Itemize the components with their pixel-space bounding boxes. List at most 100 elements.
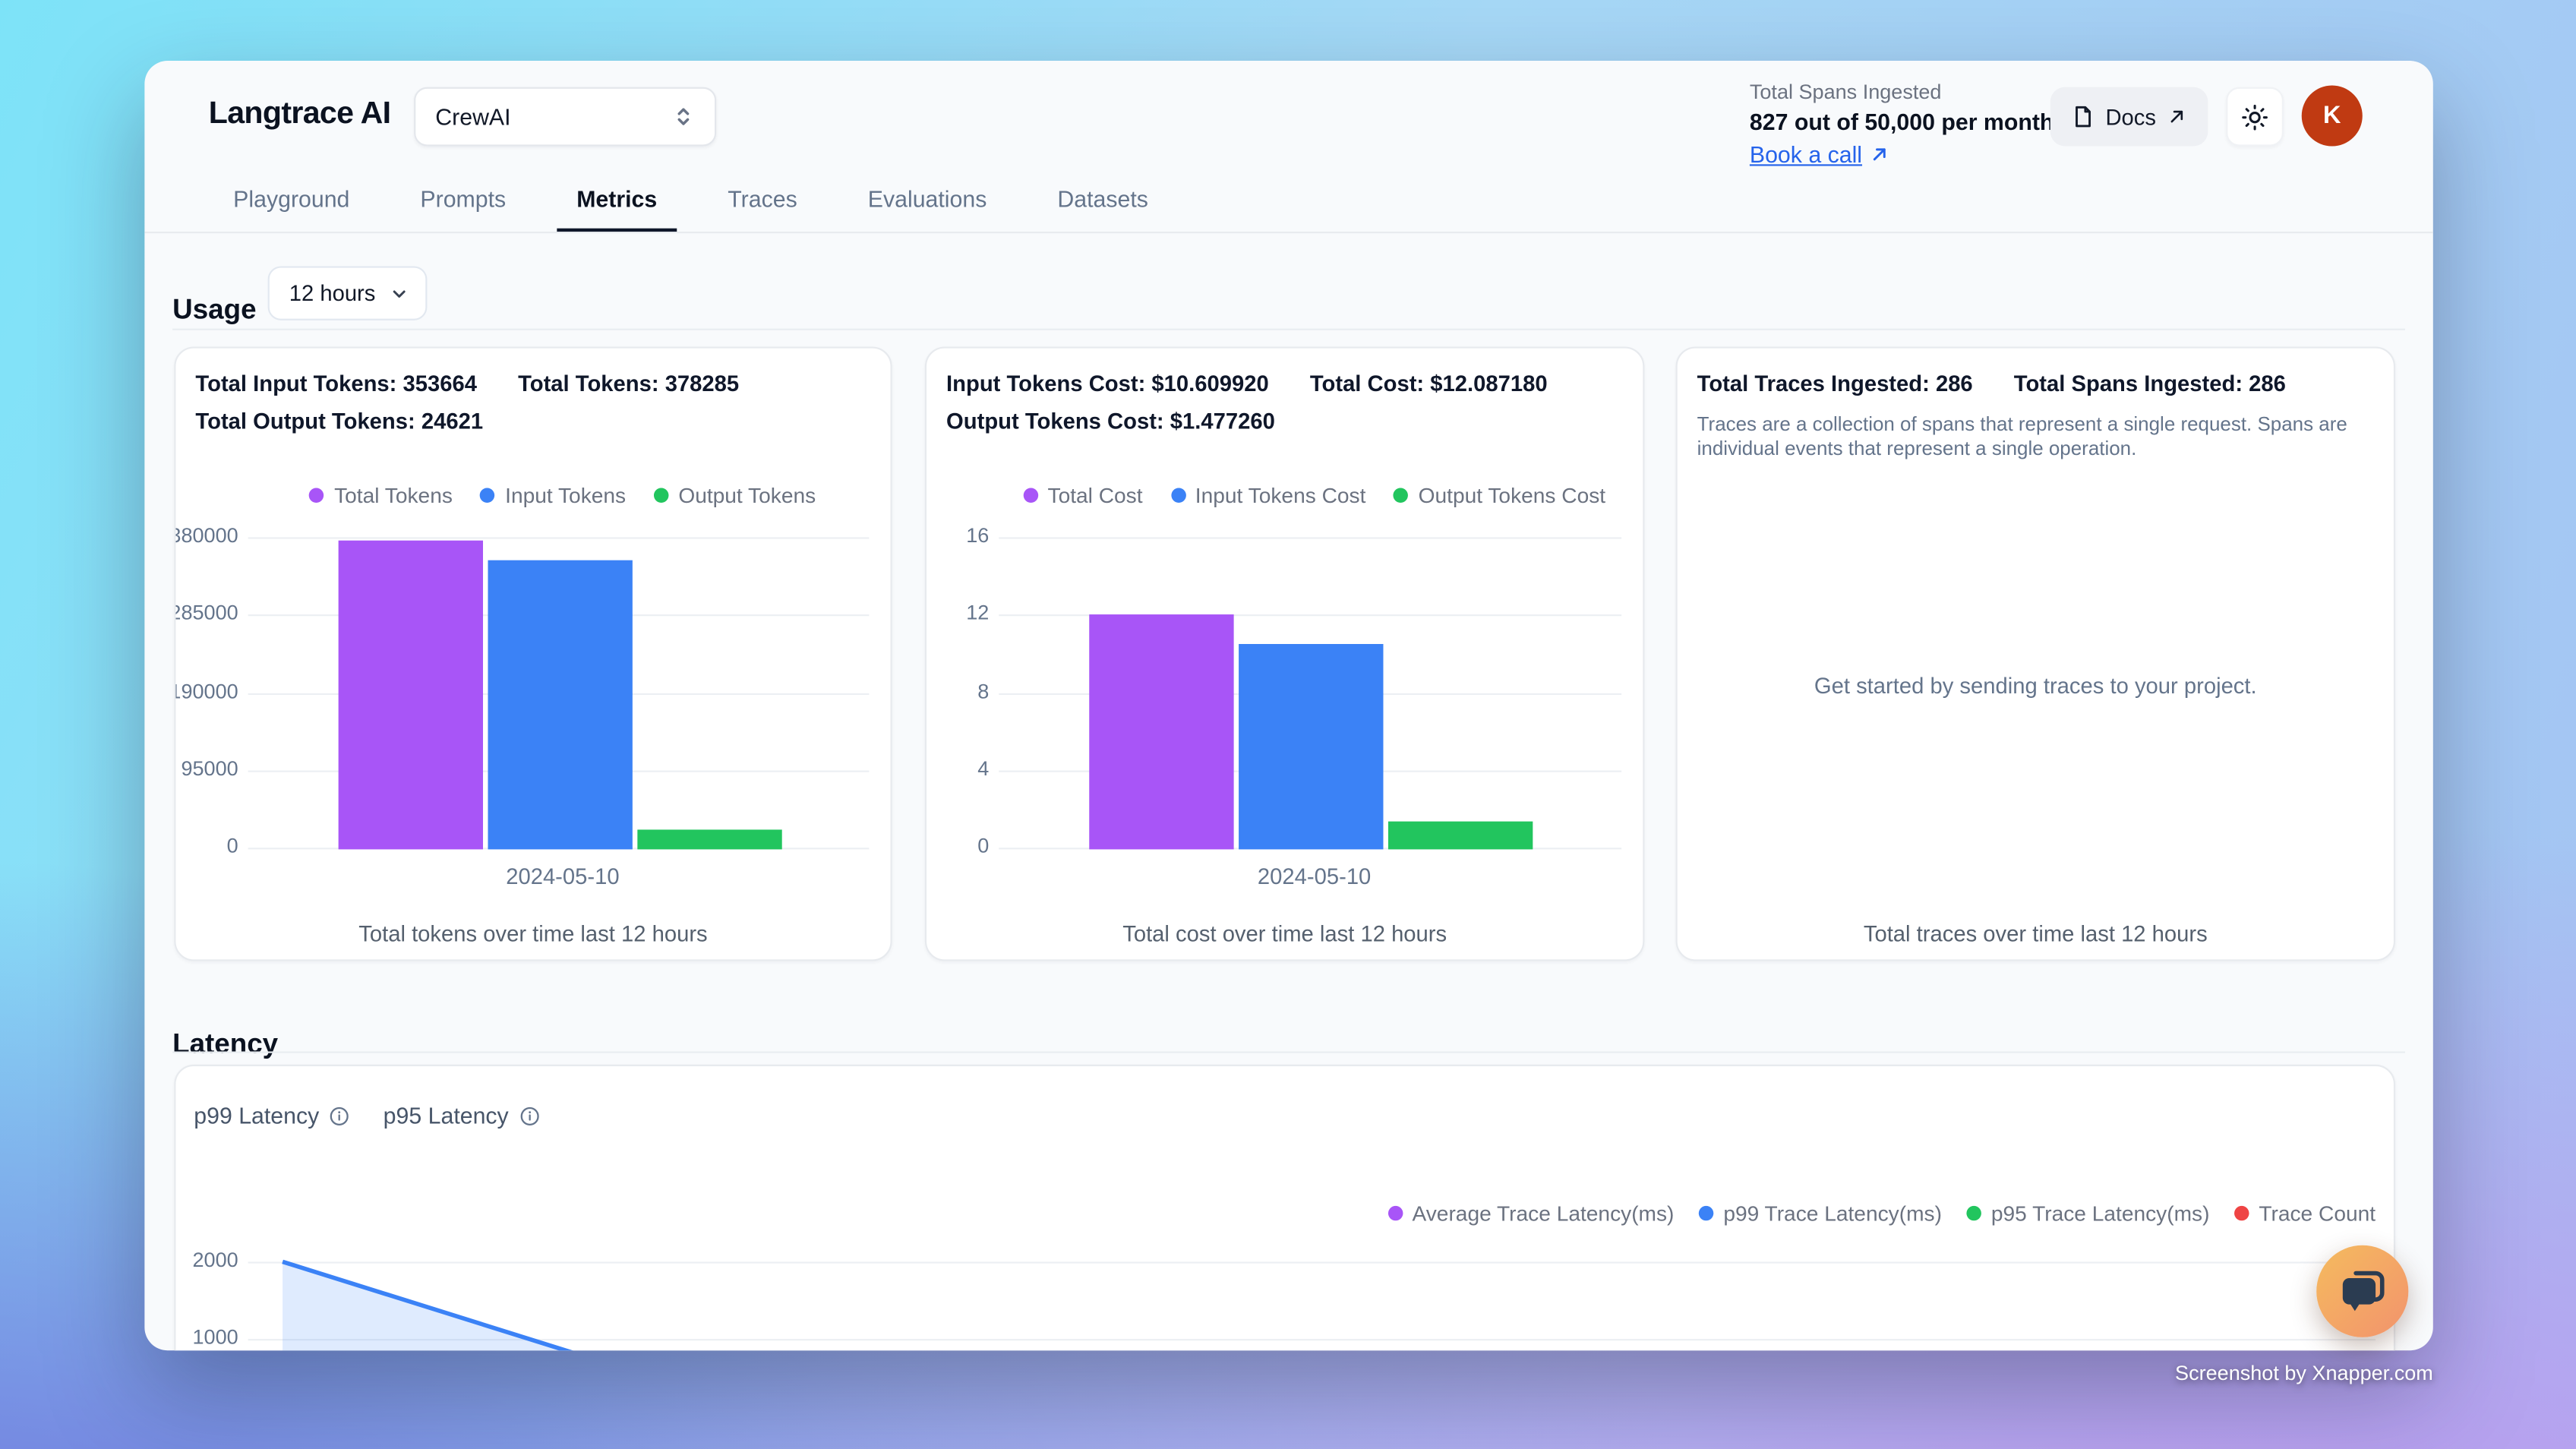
project-selector-value: CrewAI <box>435 103 511 130</box>
legend-dot-icon <box>1394 488 1409 503</box>
usage-section-title: Usage <box>172 294 257 326</box>
docs-button-label: Docs <box>2105 104 2157 129</box>
theme-toggle-button[interactable] <box>2226 87 2284 147</box>
legend-dot-icon <box>1966 1205 1981 1221</box>
cost-x-axis-label: 2024-05-10 <box>1257 863 1372 889</box>
legend-item: p99 Trace Latency(ms) <box>1698 1201 1942 1226</box>
book-a-call-link[interactable]: Book a call <box>1750 139 1890 170</box>
app-logo: Langtrace AI <box>208 96 391 132</box>
time-range-value: 12 hours <box>289 280 376 306</box>
stat-item: Total Tokens: 378285 <box>518 371 740 396</box>
bar-input-tokens <box>488 560 633 850</box>
cost-chart-caption: Total cost over time last 12 hours <box>1122 921 1447 947</box>
y-tick-label: 2000 <box>192 1249 238 1272</box>
legend-dot-icon <box>1698 1205 1714 1221</box>
legend-dot-icon <box>653 488 669 503</box>
latency-section-title: Latency <box>172 1028 279 1060</box>
cost-card: Input Tokens Cost: $10.609920 Total Cost:… <box>924 346 1645 961</box>
legend-item: Output Tokens Cost <box>1394 483 1605 507</box>
tokens-x-axis-label: 2024-05-10 <box>506 863 620 889</box>
tokens-card: Total Input Tokens: 353664 Total Tokens: … <box>174 346 892 961</box>
legend-dot-icon <box>1023 488 1038 503</box>
chat-bubbles-icon <box>2338 1267 2387 1316</box>
y-tick-label: 285000 <box>174 601 238 625</box>
legend-item: Total Cost <box>1023 483 1143 507</box>
stat-item: Total Spans Ingested: 286 <box>2013 371 2286 396</box>
bar-total-tokens <box>338 540 483 850</box>
legend-item: Trace Count <box>2233 1201 2376 1226</box>
tab-p95-latency[interactable]: p95 Latency <box>384 1103 540 1129</box>
tab-playground[interactable]: Playground <box>213 169 369 232</box>
tab-metrics[interactable]: Metrics <box>557 169 677 232</box>
y-tick-label: 0 <box>226 834 238 858</box>
stat-item: Input Tokens Cost: $10.609920 <box>946 371 1269 396</box>
legend-item: Input Tokens Cost <box>1170 483 1365 507</box>
tab-traces[interactable]: Traces <box>708 169 816 232</box>
traces-empty-state: Get started by sending traces to your pr… <box>1697 469 2374 902</box>
time-range-selector[interactable]: 12 hours <box>267 266 427 320</box>
y-tick-label: 190000 <box>174 679 238 702</box>
cost-bar-chart: 0 4 8 12 16 <box>966 524 1622 857</box>
bar-input-tokens-cost <box>1239 643 1384 850</box>
latency-metric-tabs: p99 Latency p95 Latency <box>194 1103 540 1129</box>
legend-dot-icon <box>2233 1205 2249 1221</box>
y-tick-label: 4 <box>977 756 990 781</box>
watermark: Screenshot by Xnapper.com <box>2175 1362 2433 1385</box>
tab-prompts[interactable]: Prompts <box>400 169 526 232</box>
tab-evaluations[interactable]: Evaluations <box>848 169 1007 232</box>
legend-item: p95 Trace Latency(ms) <box>1966 1201 2209 1226</box>
stat-item: Total Input Tokens: 353664 <box>195 371 477 396</box>
tokens-stats-row1: Total Input Tokens: 353664 Total Tokens: … <box>195 371 739 396</box>
tokens-chart-caption: Total tokens over time last 12 hours <box>358 921 708 947</box>
chevron-up-down-icon <box>672 105 695 128</box>
tokens-chart-legend: Total Tokens Input Tokens Output Tokens <box>256 483 869 507</box>
tokens-bar-chart: 0 95000 190000 285000 380000 <box>175 524 870 857</box>
legend-dot-icon <box>309 488 325 503</box>
traces-chart-caption: Total traces over time last 12 hours <box>1863 921 2208 947</box>
spans-ingested-label: Total Spans Ingested <box>1749 80 1942 104</box>
legend-dot-icon <box>1170 488 1185 503</box>
legend-item: Input Tokens <box>480 483 626 507</box>
tab-p99-latency[interactable]: p99 Latency <box>194 1103 350 1129</box>
stat-item: Output Tokens Cost: $1.477260 <box>946 409 1275 434</box>
traces-stats-row1: Total Traces Ingested: 286 Total Spans In… <box>1697 371 2286 396</box>
stat-item: Total Output Tokens: 24621 <box>195 409 484 434</box>
y-tick-label: 8 <box>977 679 990 702</box>
tab-datasets[interactable]: Datasets <box>1037 169 1167 232</box>
traces-description: Traces are a collection of spans that re… <box>1697 412 2347 461</box>
divider <box>172 328 2406 330</box>
info-icon <box>519 1105 540 1126</box>
stat-item: Total Cost: $12.087180 <box>1309 371 1548 396</box>
usage-summary: Total Spans Ingested 827 out of 50,000 p… <box>1750 79 2054 173</box>
tokens-stats-row2: Total Output Tokens: 24621 <box>195 409 483 434</box>
external-link-icon <box>2167 107 2187 127</box>
external-link-icon <box>1870 145 1890 165</box>
legend-item: Average Trace Latency(ms) <box>1387 1201 1674 1226</box>
y-tick-label: 380000 <box>174 524 238 548</box>
p99-latency-line <box>282 1259 573 1351</box>
traces-card: Total Traces Ingested: 286 Total Spans In… <box>1675 346 2396 961</box>
cost-chart-legend: Total Cost Input Tokens Cost Output Tokens… <box>1007 483 1621 507</box>
sun-icon <box>2241 103 2269 131</box>
bar-total-cost <box>1089 614 1234 850</box>
stat-item: Total Traces Ingested: 286 <box>1697 371 1973 396</box>
avatar[interactable]: K <box>2301 85 2363 147</box>
gridline: 16 <box>966 524 1622 547</box>
legend-item: Output Tokens <box>653 483 816 507</box>
docs-button[interactable]: Docs <box>2050 87 2208 147</box>
document-icon <box>2071 105 2094 128</box>
y-tick-label: 16 <box>966 524 990 548</box>
bar-output-tokens <box>637 829 782 850</box>
chat-widget-button[interactable] <box>2316 1245 2409 1337</box>
y-tick-label: 0 <box>977 834 990 858</box>
main-nav-tabs: Playground Prompts Metrics Traces Evaluation… <box>144 169 2433 234</box>
app-window: Langtrace AI CrewAI Total Spans Ingested… <box>144 61 2433 1351</box>
gridline: 2000 <box>193 1249 2376 1271</box>
y-tick-label: 12 <box>966 601 990 625</box>
latency-chart-legend: Average Trace Latency(ms) p99 Trace Laten… <box>1387 1201 2376 1226</box>
legend-dot-icon <box>480 488 496 503</box>
spans-ingested-value: 827 out of 50,000 per month <box>1749 108 2054 135</box>
legend-item: Total Tokens <box>309 483 453 507</box>
project-selector[interactable]: CrewAI <box>414 87 717 147</box>
